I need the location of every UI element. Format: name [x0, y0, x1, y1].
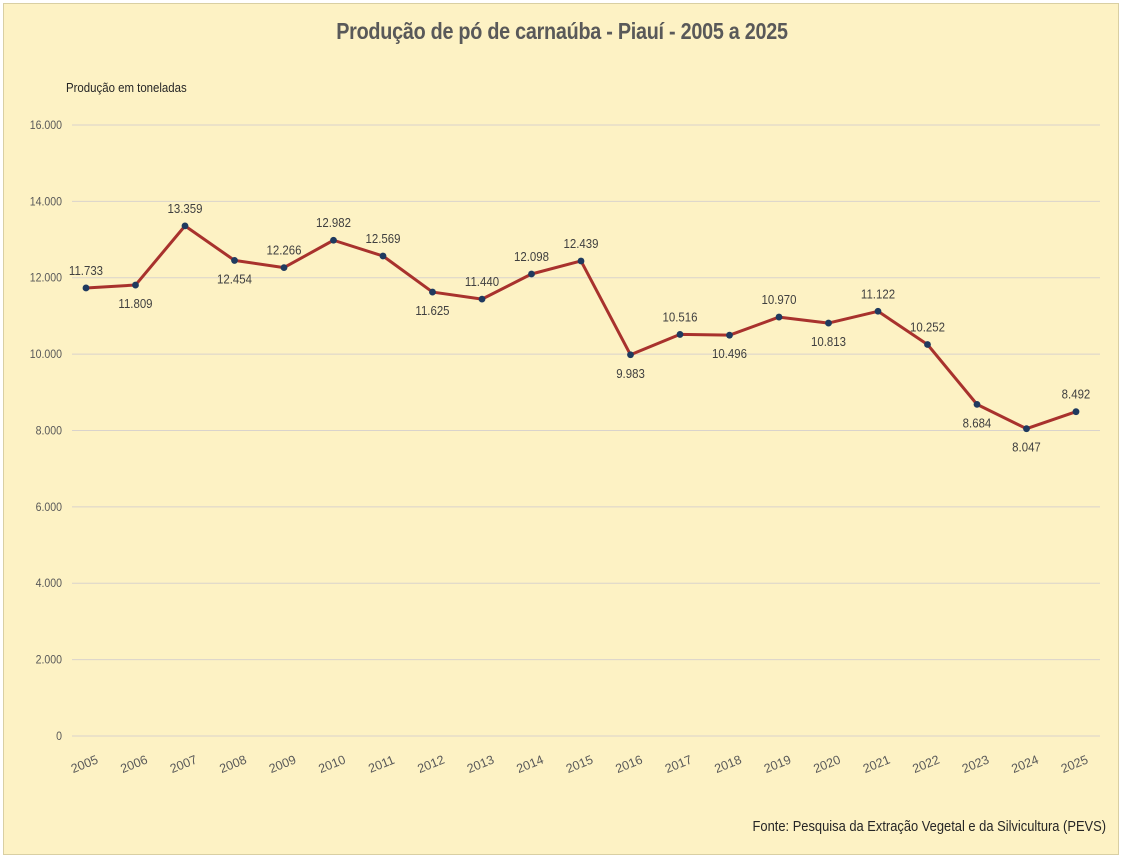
chart-title: Produção de pó de carnaúba - Piauí - 200… — [336, 18, 788, 44]
data-label: 13.359 — [168, 201, 203, 216]
chart-frame — [3, 3, 1119, 855]
data-label: 9.983 — [616, 366, 645, 381]
x-tick-label: 2012 — [415, 753, 446, 776]
data-label: 11.733 — [69, 263, 103, 278]
data-point — [280, 264, 288, 271]
data-label: 12.098 — [514, 249, 549, 264]
x-axis-ticks: 2005 2006 2007 2008 2009 2010 2011 2012 2013 2014… — [69, 753, 1090, 776]
x-tick-label: 2019 — [762, 753, 793, 776]
data-label: 11.625 — [415, 303, 449, 318]
x-tick-label: 2018 — [712, 753, 743, 776]
data-label: 11.440 — [465, 274, 499, 289]
x-tick-label: 2017 — [663, 753, 694, 776]
data-label: 12.569 — [366, 231, 401, 246]
data-point — [973, 400, 981, 408]
x-tick-label: 2008 — [217, 753, 248, 776]
data-point — [478, 295, 486, 303]
data-label: 10.496 — [712, 347, 747, 362]
x-tick-label: 2015 — [564, 753, 595, 776]
data-point — [1023, 425, 1030, 433]
x-tick-label: 2021 — [861, 753, 892, 776]
y-tick-label: 6.000 — [36, 501, 62, 514]
data-point — [132, 281, 139, 289]
data-point — [528, 270, 535, 278]
data-label: 11.809 — [118, 296, 152, 311]
data-label: 8.047 — [1012, 440, 1041, 455]
data-point — [924, 341, 931, 348]
data-point — [330, 236, 337, 244]
data-point — [181, 222, 189, 230]
y-axis-label: Produção em toneladas — [66, 80, 187, 95]
x-tick-label: 2016 — [613, 753, 644, 776]
y-tick-label: 12.000 — [30, 272, 62, 285]
y-tick-label: 14.000 — [30, 196, 62, 209]
data-point — [1072, 408, 1080, 416]
data-point — [825, 319, 832, 327]
data-label: 8.684 — [963, 416, 992, 431]
data-point — [379, 252, 387, 260]
data-point — [676, 331, 684, 338]
y-axis-ticks: 0 2.000 4.000 6.000 8.000 10.000 12.000 14.000 1… — [30, 119, 62, 743]
source-note: Fonte: Pesquisa da Extração Vegetal e da… — [752, 818, 1106, 835]
x-tick-label: 2005 — [69, 753, 100, 776]
y-tick-label: 2.000 — [36, 654, 62, 667]
x-tick-label: 2013 — [465, 753, 496, 776]
x-tick-label: 2024 — [1009, 753, 1040, 776]
x-tick-label: 2007 — [168, 753, 199, 776]
data-label: 12.982 — [316, 216, 351, 231]
x-tick-label: 2010 — [316, 753, 347, 776]
data-point — [231, 257, 238, 264]
data-label: 11.122 — [861, 287, 895, 302]
x-tick-label: 2011 — [366, 753, 396, 776]
x-tick-label: 2025 — [1059, 753, 1090, 776]
gridlines — [72, 124, 1100, 737]
data-label: 10.970 — [762, 292, 797, 307]
data-point — [577, 257, 585, 265]
data-labels: 11.733 11.809 13.359 12.454 12.266 12.982 12.5… — [69, 201, 1091, 455]
data-point — [726, 331, 733, 339]
x-tick-label: 2020 — [811, 753, 842, 776]
y-tick-label: 0 — [56, 730, 62, 743]
x-tick-label: 2009 — [267, 753, 298, 776]
y-tick-label: 4.000 — [36, 578, 62, 591]
data-point — [874, 307, 882, 315]
x-tick-label: 2006 — [118, 753, 149, 776]
data-label: 10.252 — [910, 320, 945, 335]
data-point — [82, 284, 90, 292]
y-tick-label: 8.000 — [36, 425, 62, 438]
data-point — [775, 313, 783, 321]
x-tick-label: 2014 — [514, 753, 545, 776]
y-tick-label: 10.000 — [30, 349, 62, 362]
data-label: 10.516 — [663, 310, 698, 325]
x-tick-label: 2022 — [910, 753, 941, 776]
data-label: 10.813 — [811, 334, 846, 349]
data-markers — [82, 222, 1080, 433]
x-tick-label: 2023 — [960, 753, 991, 776]
y-tick-label: 16.000 — [30, 119, 62, 132]
data-label: 12.439 — [564, 236, 599, 251]
data-point — [627, 351, 634, 359]
data-label: 8.492 — [1062, 387, 1091, 402]
data-point — [429, 288, 436, 296]
data-label: 12.266 — [267, 243, 302, 258]
data-label: 12.454 — [217, 272, 252, 287]
